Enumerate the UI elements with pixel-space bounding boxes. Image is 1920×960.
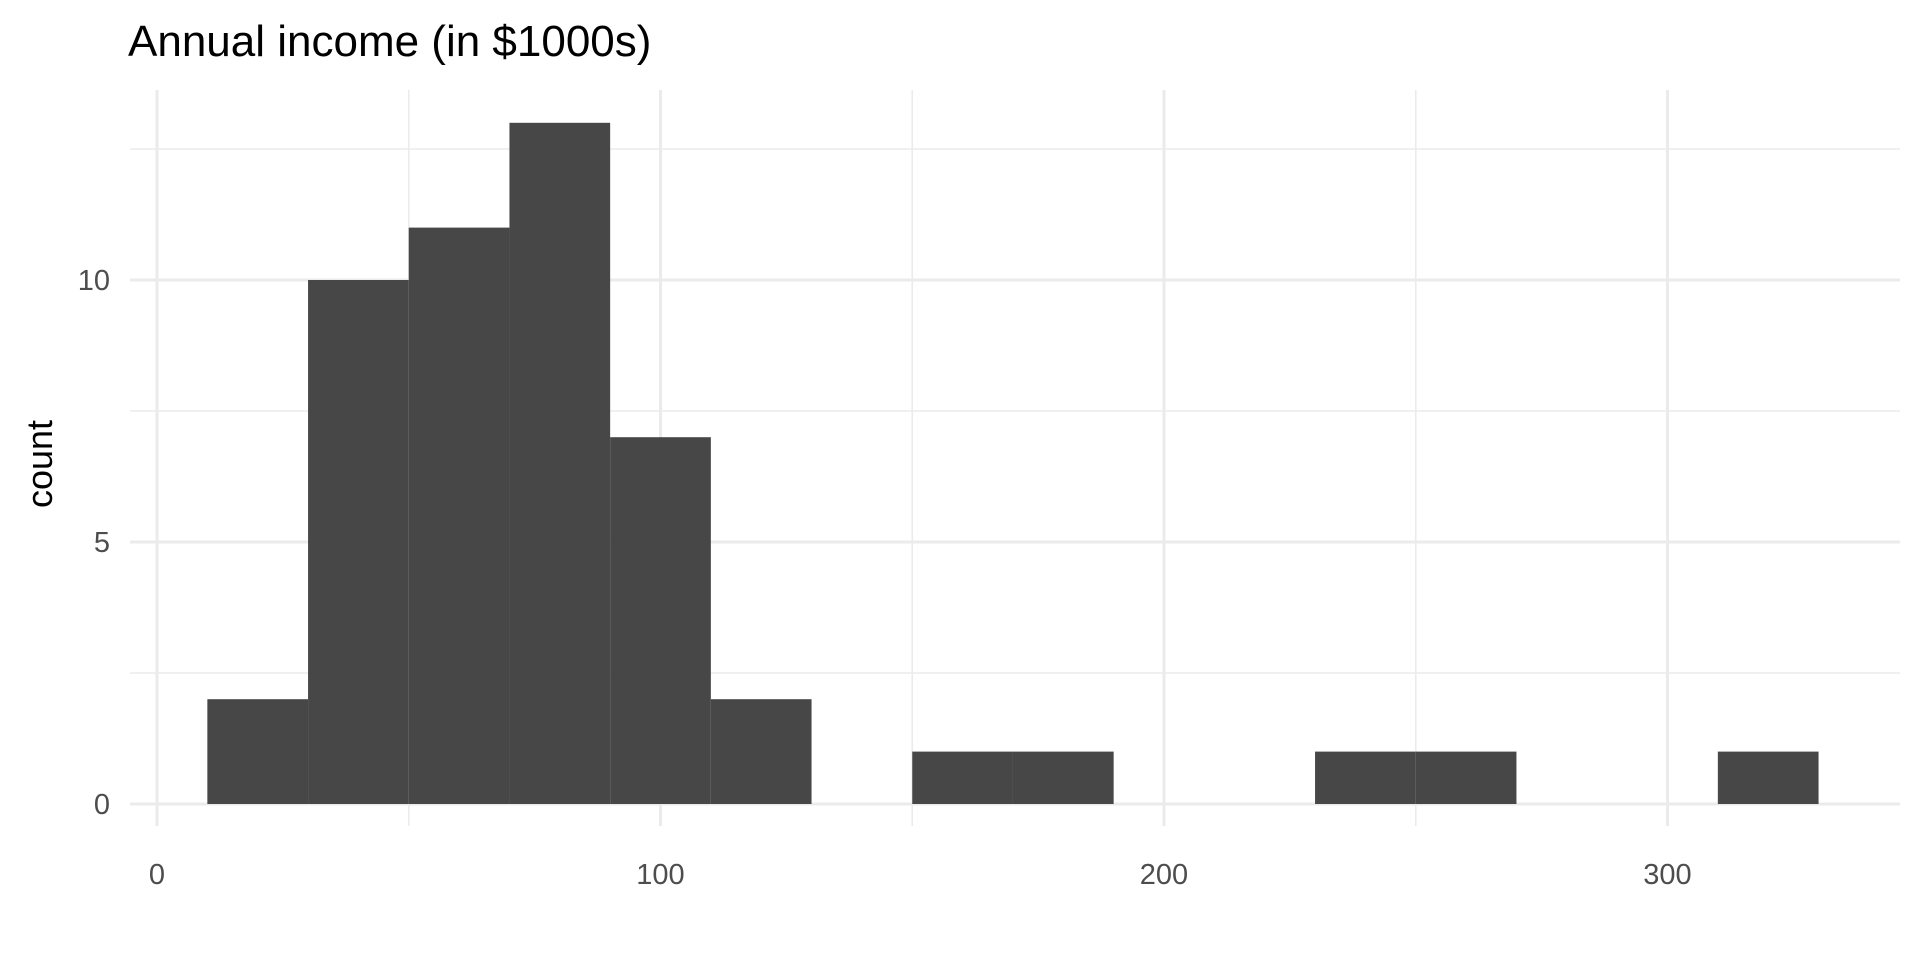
chart-title: Annual income (in $1000s): [128, 17, 651, 66]
x-tick-label: 300: [1643, 859, 1691, 891]
histogram-bar: [207, 699, 309, 804]
y-tick-label: 10: [78, 265, 110, 297]
tick-label-layer: 0 100 200 300 0 5 10: [78, 265, 1692, 891]
histogram-bar: [912, 751, 1013, 804]
histogram-bar: [308, 280, 409, 804]
histogram-bar: [610, 437, 711, 804]
histogram-bar: [1012, 751, 1114, 804]
histogram-bar: [1315, 751, 1416, 804]
x-tick-label: 100: [636, 859, 684, 891]
y-axis-label: count: [19, 420, 60, 508]
x-tick-label: 200: [1140, 859, 1188, 891]
x-tick-label: 0: [149, 859, 165, 891]
bar-layer: [207, 122, 1819, 805]
histogram-bar: [710, 699, 812, 804]
y-tick-label: 5: [94, 527, 110, 559]
histogram-bar: [1415, 751, 1517, 804]
y-tick-label: 0: [94, 789, 110, 821]
histogram-bar: [408, 227, 510, 805]
histogram-bar: [509, 122, 611, 805]
histogram-bar: [1717, 751, 1819, 804]
